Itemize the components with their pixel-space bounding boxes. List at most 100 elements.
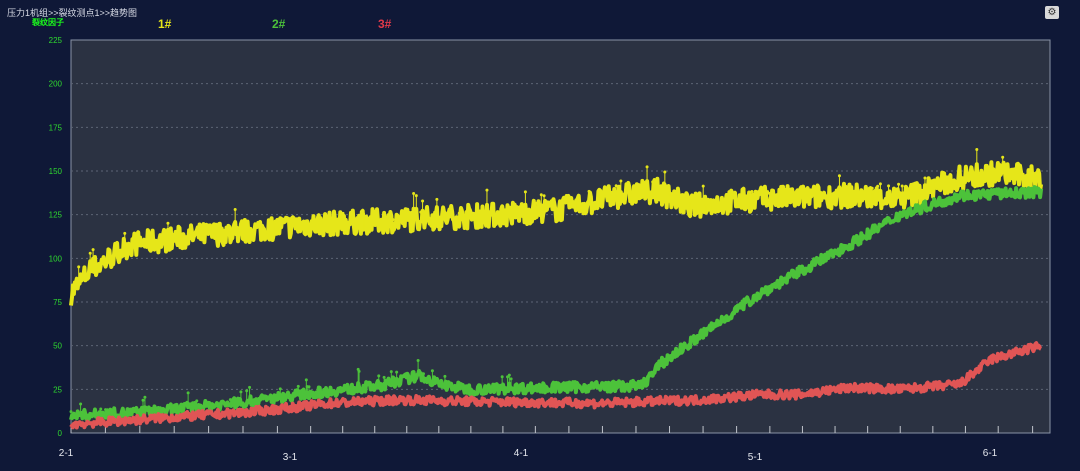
series-2-point <box>304 378 308 382</box>
series-1-point <box>1024 175 1028 179</box>
series-2-point <box>307 385 311 389</box>
series-1-point <box>539 193 543 197</box>
series-1-point <box>923 176 927 180</box>
y-tick-label: 150 <box>49 167 63 176</box>
series-1-point <box>123 231 127 235</box>
y-tick-label: 125 <box>49 211 63 220</box>
series-1-point <box>900 184 904 188</box>
x-tick-label: 6-1 <box>983 448 998 459</box>
legend-item-1[interactable]: 1# <box>158 17 172 31</box>
series-2-point <box>186 391 190 395</box>
series-1-point <box>474 214 478 218</box>
series-1-point <box>645 165 649 169</box>
y-tick-label: 175 <box>49 123 63 132</box>
legend-item-2[interactable]: 2# <box>272 17 286 31</box>
series-1-point <box>228 229 232 233</box>
series-1-point <box>217 222 221 226</box>
series-1-point <box>435 197 439 201</box>
series-1-point <box>289 220 293 224</box>
legend-item-3[interactable]: 3# <box>378 17 392 31</box>
series-1-point <box>574 198 578 202</box>
x-tick-label: 2-1 <box>59 448 74 459</box>
series-1-point <box>750 189 754 193</box>
y-tick-label: 25 <box>53 385 62 394</box>
series-2-point <box>195 399 199 403</box>
series-1-point <box>184 235 188 239</box>
x-tick-label: 3-1 <box>283 452 298 463</box>
x-tick-label: 5-1 <box>748 452 763 463</box>
series-1-point <box>614 184 618 188</box>
series-3-line <box>69 341 1043 430</box>
series-1-point <box>266 230 270 234</box>
y-tick-label: 100 <box>49 254 63 263</box>
series-1-point <box>567 198 571 202</box>
series-2-point <box>357 369 361 373</box>
series-1-point <box>166 221 170 225</box>
series-2-point <box>141 398 145 402</box>
series-1-point <box>556 210 560 214</box>
series-1-point <box>131 236 135 240</box>
series-1-point <box>871 190 875 194</box>
series-1-point <box>878 182 882 186</box>
series-2-point <box>239 390 243 394</box>
series-2-point <box>382 375 386 379</box>
series-1-point <box>523 190 527 194</box>
series-1-point <box>870 186 874 190</box>
series-1-point <box>668 191 672 195</box>
series-2-point <box>99 407 103 411</box>
series-1-point <box>414 194 418 198</box>
series-2-point <box>389 370 393 374</box>
y-tick-label: 200 <box>49 80 63 89</box>
series-1-point <box>619 179 623 183</box>
series-2-point <box>278 387 282 391</box>
series-1-point <box>250 229 254 233</box>
series-1-point <box>88 251 92 255</box>
series-1-point <box>646 184 650 188</box>
series-1-point <box>168 236 172 240</box>
y-axis-label: 裂纹因子 <box>32 18 64 27</box>
series-1-point <box>887 184 891 188</box>
y-tick-label: 0 <box>58 429 63 438</box>
series-1-point <box>975 147 979 151</box>
series-2-point <box>443 374 447 378</box>
series-1-point <box>663 170 667 174</box>
series-2-point <box>143 395 147 399</box>
series-1-point <box>701 184 705 188</box>
series-1-point <box>933 178 937 182</box>
series-1-point <box>448 205 452 209</box>
breadcrumb: 压力1机组>>裂纹测点1>>趋势图 <box>7 8 138 18</box>
series-2-point <box>104 408 108 412</box>
series-1-point <box>430 216 434 220</box>
series-1-point <box>837 174 841 178</box>
series-1-point <box>688 199 692 203</box>
series-1-point <box>421 199 425 203</box>
series-1-point <box>77 265 81 269</box>
series-2-line <box>69 185 1044 422</box>
series-1-point <box>978 177 982 181</box>
series-1-point <box>233 208 237 212</box>
series-2-point <box>416 358 420 362</box>
series-1-point <box>704 203 708 207</box>
series-2-point <box>500 375 504 379</box>
series-1-point <box>465 214 469 218</box>
series-2-point <box>509 377 513 381</box>
series-1-point <box>542 194 546 198</box>
series-1-point <box>419 210 423 214</box>
y-tick-label: 225 <box>49 36 63 45</box>
series-1-point <box>341 211 345 215</box>
gear-icon[interactable]: ⚙ <box>1045 6 1059 19</box>
series-1-point <box>91 248 95 252</box>
series-2-point <box>296 384 300 388</box>
series-2-point <box>377 374 381 378</box>
series-1-point <box>485 188 489 192</box>
series-1-point <box>587 189 591 193</box>
series-1-point <box>651 180 655 184</box>
series-2-point <box>69 410 73 414</box>
series-1-point <box>1001 155 1005 159</box>
series-1-point <box>391 218 395 222</box>
series-1-point <box>457 211 461 215</box>
series-2-point <box>421 372 425 376</box>
series-1-point <box>876 184 880 188</box>
series-1-point <box>767 191 771 195</box>
